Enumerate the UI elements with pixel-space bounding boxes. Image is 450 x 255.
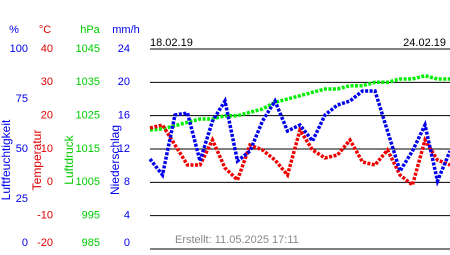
end-date: 24.02.19: [403, 37, 446, 49]
y-tick-label: 16: [118, 110, 130, 122]
y-tick-label: 24: [118, 43, 130, 55]
y-tick-label: 12: [118, 143, 130, 155]
y-tick-label: 1035: [76, 76, 100, 88]
y-tick-label: 75: [16, 93, 28, 105]
y-tick-label: -20: [37, 237, 53, 249]
y-tick-label: 30: [41, 76, 53, 88]
y-tick-label: 8: [124, 176, 130, 188]
axis-title: Temperatur: [30, 130, 44, 191]
y-tick-label: 50: [16, 143, 28, 155]
series-line: [149, 73, 450, 132]
y-tick-label: 985: [82, 237, 100, 249]
axis-unit: °C: [39, 24, 51, 36]
y-tick-label: 10: [41, 143, 53, 155]
series-line: [149, 123, 450, 189]
axis-title: Luftfeuchtigkeit: [0, 119, 13, 200]
start-date: 18.02.19: [150, 37, 193, 49]
y-tick-label: 1025: [76, 110, 100, 122]
y-tick-label: 1005: [76, 176, 100, 188]
series-line: [148, 89, 450, 187]
y-tick-label: 100: [10, 43, 28, 55]
y-tick-label: 1045: [76, 43, 100, 55]
y-tick-label: 20: [41, 110, 53, 122]
y-tick-label: 0: [124, 237, 130, 249]
axis-unit: %: [9, 24, 19, 36]
y-tick-label: 40: [41, 43, 53, 55]
y-tick-label: 25: [16, 193, 28, 205]
y-tick-label: 0: [22, 237, 28, 249]
y-tick-label: -10: [37, 210, 53, 222]
y-tick-label: 20: [118, 76, 130, 88]
axis-unit: hPa: [80, 24, 100, 36]
y-tick-label: 4: [124, 210, 130, 222]
axis-title: Niederschlag: [108, 125, 122, 195]
y-tick-label: 995: [82, 210, 100, 222]
y-tick-label: 1015: [76, 143, 100, 155]
y-tick-label: 0: [47, 176, 53, 188]
axis-title: Luftdruck: [62, 134, 76, 184]
axis-unit: mm/h: [112, 24, 140, 36]
footer: Erstellt: 11.05.2025 17:11: [175, 234, 299, 246]
